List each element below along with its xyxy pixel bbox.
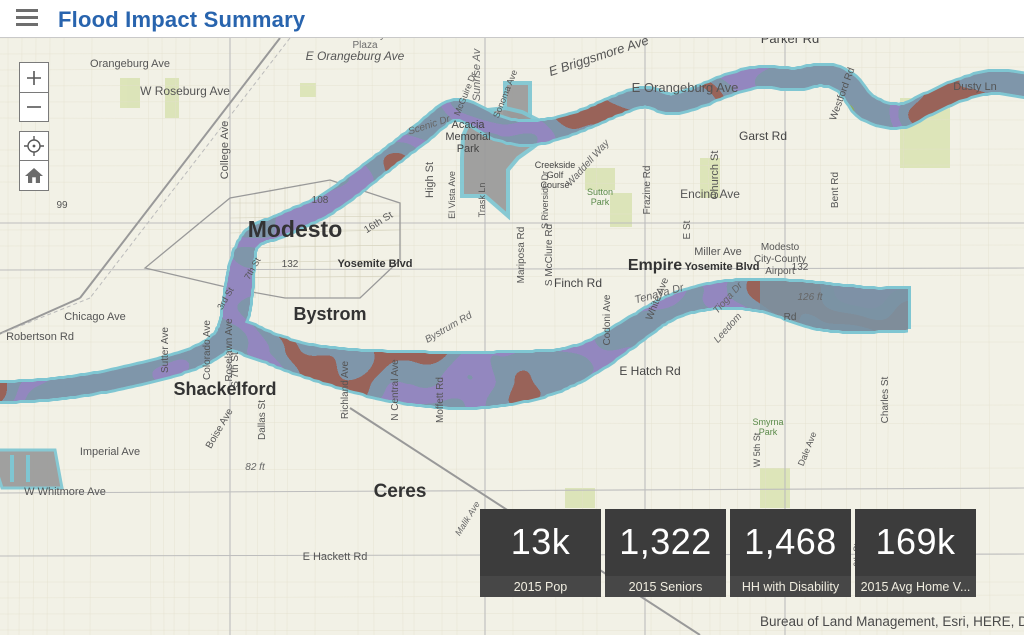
svg-text:82 ft: 82 ft xyxy=(245,462,266,473)
svg-text:Richland Ave: Richland Ave xyxy=(340,360,351,419)
svg-text:Dusty Ln: Dusty Ln xyxy=(953,81,996,93)
svg-text:Creekside: Creekside xyxy=(535,160,576,170)
svg-text:N Central Ave: N Central Ave xyxy=(390,359,401,421)
svg-text:Bystrom: Bystrom xyxy=(293,304,366,324)
svg-text:Sutton: Sutton xyxy=(587,187,613,197)
svg-text:Airport: Airport xyxy=(765,266,795,277)
svg-text:Trask Ln: Trask Ln xyxy=(477,183,487,218)
svg-text:E Orangeburg Ave: E Orangeburg Ave xyxy=(632,80,739,95)
svg-text:E Hatch Rd: E Hatch Rd xyxy=(619,364,680,378)
svg-text:E St: E St xyxy=(682,220,693,239)
svg-text:Park: Park xyxy=(591,197,610,207)
svg-text:College Ave: College Ave xyxy=(219,121,231,180)
svg-text:Charles St: Charles St xyxy=(880,376,891,423)
svg-text:126 ft: 126 ft xyxy=(797,292,823,303)
svg-text:Frazine Rd: Frazine Rd xyxy=(642,166,653,215)
svg-text:El Vista Ave: El Vista Ave xyxy=(447,171,457,219)
svg-text:Miller Ave: Miller Ave xyxy=(694,246,741,258)
svg-text:W Roseburg Ave: W Roseburg Ave xyxy=(140,84,230,98)
svg-text:Imperial Ave: Imperial Ave xyxy=(80,446,140,458)
svg-text:City-County: City-County xyxy=(754,254,806,265)
svg-text:Mariposa Rd: Mariposa Rd xyxy=(516,227,527,284)
svg-text:E Hackett Rd: E Hackett Rd xyxy=(303,551,368,563)
svg-text:Dallas St: Dallas St xyxy=(257,400,268,440)
svg-text:Garst Rd: Garst Rd xyxy=(739,129,787,143)
svg-text:Smyrna: Smyrna xyxy=(752,417,783,427)
svg-text:Acacia: Acacia xyxy=(451,119,485,131)
svg-text:Orangeburg Ave: Orangeburg Ave xyxy=(90,58,170,70)
svg-text:Memorial: Memorial xyxy=(445,131,490,143)
svg-text:Finch Rd: Finch Rd xyxy=(554,276,602,290)
svg-text:Rd: Rd xyxy=(784,312,797,323)
svg-text:W Whitmore Ave: W Whitmore Ave xyxy=(24,486,106,498)
svg-text:Empire: Empire xyxy=(628,257,682,274)
svg-text:Ceres: Ceres xyxy=(374,481,427,502)
svg-text:W 5th St: W 5th St xyxy=(752,432,762,467)
svg-text:Yosemite Blvd: Yosemite Blvd xyxy=(338,258,413,270)
svg-text:S Riverside Dr: S Riverside Dr xyxy=(540,171,550,229)
svg-text:Codoni Ave: Codoni Ave xyxy=(602,294,613,345)
svg-text:Parker Rd: Parker Rd xyxy=(761,38,820,46)
svg-text:Chicago Ave: Chicago Ave xyxy=(64,311,126,323)
svg-text:Bent Rd: Bent Rd xyxy=(830,172,841,208)
svg-text:Park: Park xyxy=(457,143,480,155)
svg-text:Modesto: Modesto xyxy=(761,242,800,253)
svg-text:Church St: Church St xyxy=(709,151,721,200)
svg-text:E Orangeburg Ave: E Orangeburg Ave xyxy=(306,49,405,63)
svg-text:High St: High St xyxy=(424,162,436,198)
svg-text:Colorado Ave: Colorado Ave xyxy=(202,320,213,380)
svg-text:99: 99 xyxy=(56,200,68,211)
svg-text:108: 108 xyxy=(312,195,329,206)
svg-text:Sutter Ave: Sutter Ave xyxy=(160,327,171,373)
svg-text:S 7th St: S 7th St xyxy=(230,352,241,388)
svg-text:Yosemite Blvd: Yosemite Blvd xyxy=(685,261,760,273)
svg-text:Robertson Rd: Robertson Rd xyxy=(6,331,74,343)
svg-text:Moffett Rd: Moffett Rd xyxy=(435,377,446,423)
svg-text:Modesto: Modesto xyxy=(248,216,343,242)
svg-text:132: 132 xyxy=(282,259,299,270)
